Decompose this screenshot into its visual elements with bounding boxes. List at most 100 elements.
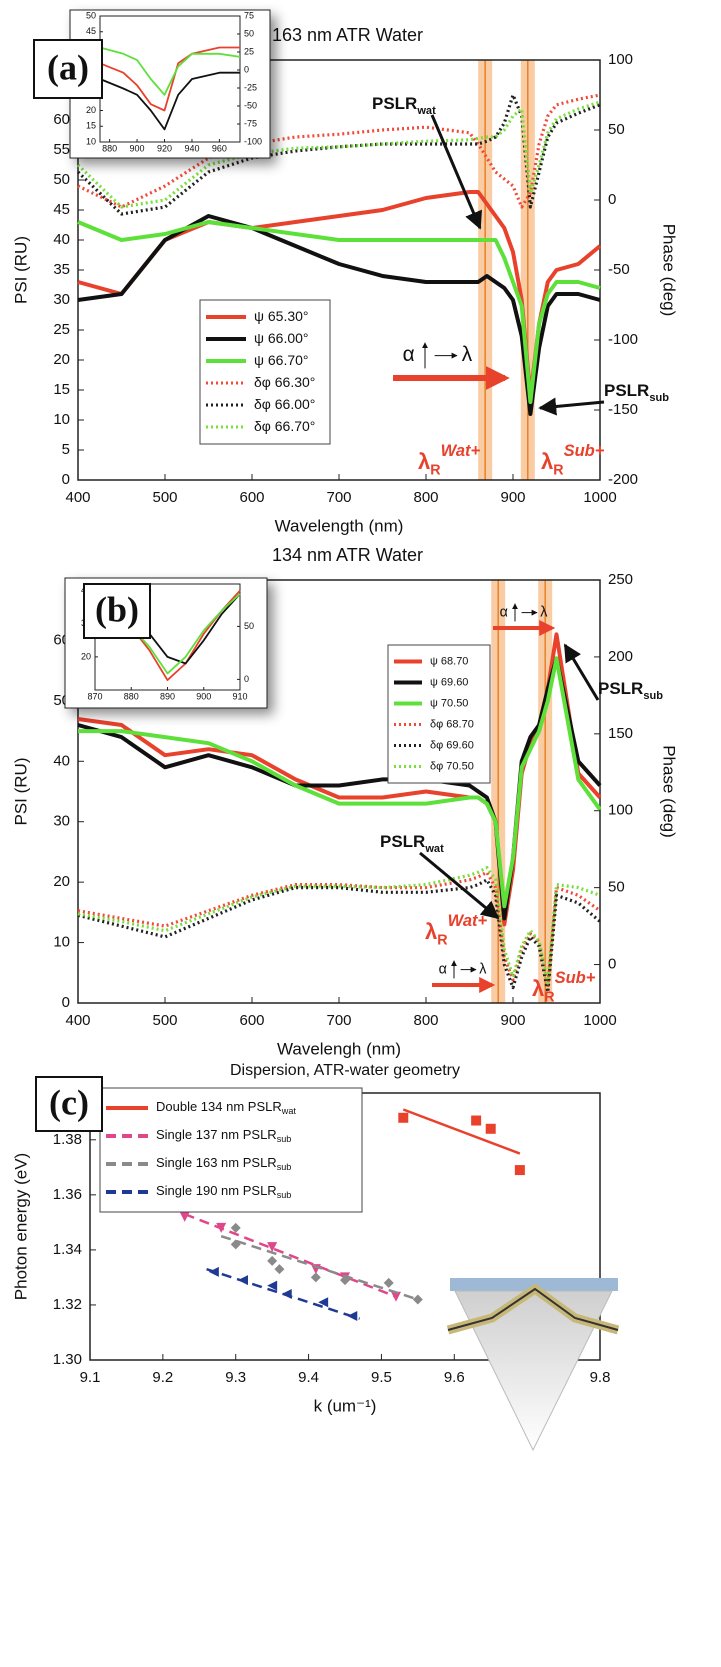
resonance-label-sub: R bbox=[430, 462, 441, 478]
peak-label-main: PSLR bbox=[604, 381, 649, 400]
y-axis-label: PSI (RU) bbox=[11, 758, 30, 826]
x-tick-label: 890 bbox=[160, 691, 175, 701]
x-tick-label: 9.5 bbox=[371, 1369, 392, 1386]
data-point bbox=[179, 1211, 190, 1222]
y-tick-label: 10 bbox=[53, 934, 70, 951]
x-tick-label: 9.8 bbox=[590, 1369, 611, 1386]
panel-label: (c) bbox=[49, 1082, 89, 1122]
y-tick-label: 20 bbox=[86, 105, 96, 115]
legend-name: δφ 69.60 bbox=[430, 739, 474, 751]
legend-name: ψ 65.30° bbox=[254, 308, 309, 324]
y2-tick-label: 25 bbox=[244, 46, 254, 56]
peak-label: PSLRwat bbox=[380, 832, 444, 854]
y-tick-label: 1.32 bbox=[53, 1296, 82, 1313]
legend-name: δφ 66.30° bbox=[254, 374, 315, 390]
arrow-label-lambda: λ bbox=[462, 343, 473, 366]
legend-name: Single 137 nm PSLR bbox=[156, 1127, 277, 1142]
panel-label: (b) bbox=[95, 589, 139, 629]
x-tick-label: 500 bbox=[152, 489, 177, 506]
y2-tick-label: -75 bbox=[244, 118, 257, 128]
panel-label-box bbox=[35, 1076, 103, 1132]
data-point bbox=[281, 1288, 292, 1299]
data-point bbox=[347, 1310, 358, 1321]
x-tick-label: 800 bbox=[413, 1012, 438, 1029]
peak-label-sub: wat bbox=[424, 843, 444, 855]
legend-name: δφ 70.50 bbox=[430, 760, 474, 772]
x-tick-label: 960 bbox=[212, 143, 227, 153]
resonance-label-sup: Wat+ bbox=[448, 912, 488, 930]
y2-tick-label: 50 bbox=[244, 621, 254, 631]
x-tick-label: 700 bbox=[326, 489, 351, 506]
data-point bbox=[310, 1272, 321, 1283]
x-tick-label: 9.4 bbox=[298, 1369, 319, 1386]
resonance-label-sub: R bbox=[553, 462, 564, 478]
resonance-label-main: λ bbox=[532, 976, 544, 1001]
x-tick-label: 880 bbox=[124, 691, 139, 701]
y2-axis-label: Phase (deg) bbox=[660, 745, 679, 838]
y-tick-label: 50 bbox=[86, 10, 96, 20]
y-tick-label: 0 bbox=[62, 994, 70, 1011]
x-tick-label: 700 bbox=[326, 1012, 351, 1029]
legend-label: δφ 68.70 bbox=[430, 718, 474, 730]
data-point bbox=[514, 1165, 525, 1176]
y-tick-label: 50 bbox=[53, 171, 70, 188]
data-point bbox=[398, 1112, 409, 1123]
y-tick-label: 25 bbox=[53, 321, 70, 338]
x-tick-label: 9.1 bbox=[80, 1369, 101, 1386]
legend-name: ψ 66.00° bbox=[254, 330, 309, 346]
legend-label: ψ 69.60 bbox=[430, 676, 468, 688]
x-tick-label: 940 bbox=[184, 143, 199, 153]
y2-tick-label: 200 bbox=[608, 648, 633, 665]
series-line bbox=[77, 878, 602, 994]
data-point bbox=[318, 1297, 329, 1308]
chart-panel: Dispersion, ATR-water geometry 9.1 9.2 9.3 9… bbox=[11, 1062, 610, 1415]
y-tick-label: 1.30 bbox=[53, 1351, 82, 1368]
series-line bbox=[77, 870, 601, 990]
peak-label-sub: sub bbox=[643, 690, 663, 702]
legend-name: Single 163 nm PSLR bbox=[156, 1155, 277, 1170]
legend-label: Single 163 nm PSLRsub bbox=[156, 1155, 291, 1172]
legend-label: ψ 68.70 bbox=[430, 655, 468, 667]
legend-name: ψ 66.70° bbox=[254, 352, 309, 368]
legend-label: δφ 69.60 bbox=[430, 739, 474, 751]
data-point bbox=[274, 1264, 285, 1275]
resonance-label: λRSub+ bbox=[541, 442, 605, 478]
legend-name-sub: sub bbox=[277, 1190, 292, 1200]
series-line bbox=[77, 220, 601, 404]
data-point bbox=[238, 1275, 248, 1286]
legend-name-sub: wat bbox=[281, 1106, 297, 1116]
y2-tick-label: 50 bbox=[608, 879, 625, 896]
y-tick-label: 1.38 bbox=[53, 1131, 82, 1148]
y2-tick-label: 0 bbox=[608, 191, 616, 208]
y-tick-label: 45 bbox=[86, 26, 96, 36]
legend-label: ψ 70.50 bbox=[430, 697, 468, 709]
y2-tick-label: -150 bbox=[608, 401, 638, 418]
y-tick-label: 60 bbox=[53, 111, 70, 128]
legend-name: Single 190 nm PSLR bbox=[156, 1183, 277, 1198]
resonance-label-main: λ bbox=[418, 449, 430, 474]
chart-title: Dispersion, ATR-water geometry bbox=[230, 1062, 460, 1079]
arrow-label-alpha: α bbox=[403, 343, 415, 366]
peak-label: PSLRsub bbox=[604, 381, 669, 403]
x-tick-label: 9.3 bbox=[225, 1369, 246, 1386]
y2-tick-label: -25 bbox=[244, 82, 257, 92]
annotation-arrow bbox=[430, 114, 482, 230]
resonance-label: λRSub+ bbox=[532, 969, 596, 1005]
data-point bbox=[391, 1291, 401, 1302]
x-tick-label: 600 bbox=[239, 489, 264, 506]
resonance-label-sup: Sub+ bbox=[564, 442, 605, 460]
y2-tick-label: 50 bbox=[244, 28, 254, 38]
peak-label-main: PSLR bbox=[380, 832, 425, 851]
legend-label: δφ 70.50 bbox=[430, 760, 474, 772]
data-point bbox=[485, 1123, 496, 1134]
x-tick-label: 400 bbox=[65, 489, 90, 506]
panel-label-box bbox=[33, 39, 103, 99]
y-tick-label: 0 bbox=[62, 471, 70, 488]
y2-tick-label: -100 bbox=[608, 331, 638, 348]
y-tick-label: 1.36 bbox=[53, 1186, 82, 1203]
y2-tick-label: 75 bbox=[244, 10, 254, 20]
peak-label-sub: sub bbox=[649, 392, 669, 404]
x-tick-label: 500 bbox=[152, 1012, 177, 1029]
resonance-label-sub: R bbox=[437, 932, 448, 948]
